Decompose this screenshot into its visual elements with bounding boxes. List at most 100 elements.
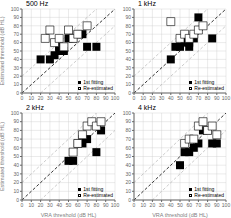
svg-text:VRA threshold (dB HL): VRA threshold (dB HL) bbox=[41, 212, 97, 218]
svg-text:40: 40 bbox=[168, 202, 174, 208]
svg-text:60: 60 bbox=[13, 39, 19, 45]
html-text:Re-estimated: Re-estimated bbox=[194, 85, 224, 91]
svg-text:10: 10 bbox=[140, 95, 146, 101]
svg-text:80: 80 bbox=[125, 23, 131, 29]
svg-text:30: 30 bbox=[125, 65, 131, 71]
svg-text:70: 70 bbox=[84, 95, 90, 101]
svg-text:20: 20 bbox=[38, 202, 44, 208]
html-text:1st fitting: 1st fitting bbox=[194, 79, 215, 85]
svg-text:10: 10 bbox=[29, 95, 35, 101]
svg-text:40: 40 bbox=[13, 56, 19, 62]
html-text:Re-estimated: Re-estimated bbox=[83, 85, 113, 91]
svg-text:50: 50 bbox=[177, 202, 183, 208]
svg-text:80: 80 bbox=[205, 202, 211, 208]
svg-text:80: 80 bbox=[125, 127, 131, 133]
svg-text:60: 60 bbox=[186, 95, 192, 101]
svg-text:100: 100 bbox=[11, 110, 20, 116]
svg-text:20: 20 bbox=[125, 179, 131, 185]
svg-text:10: 10 bbox=[125, 81, 131, 87]
svg-text:30: 30 bbox=[125, 171, 131, 177]
svg-text:100: 100 bbox=[123, 110, 132, 116]
svg-text:40: 40 bbox=[56, 95, 62, 101]
svg-text:100: 100 bbox=[111, 202, 120, 208]
svg-text:100: 100 bbox=[11, 6, 20, 12]
svg-text:70: 70 bbox=[196, 95, 202, 101]
svg-text:30: 30 bbox=[47, 202, 53, 208]
svg-text:40: 40 bbox=[125, 162, 131, 168]
svg-text:10: 10 bbox=[125, 188, 131, 194]
svg-text:90: 90 bbox=[214, 202, 220, 208]
svg-text:70: 70 bbox=[13, 31, 19, 37]
svg-text:80: 80 bbox=[94, 95, 100, 101]
svg-text:50: 50 bbox=[66, 202, 72, 208]
svg-text:60: 60 bbox=[75, 95, 81, 101]
svg-text:0: 0 bbox=[16, 90, 19, 96]
svg-text:0: 0 bbox=[133, 202, 136, 208]
svg-text:60: 60 bbox=[125, 145, 131, 151]
svg-text:Estimated threshold (dB HL): Estimated threshold (dB HL) bbox=[0, 122, 5, 191]
svg-text:40: 40 bbox=[125, 56, 131, 62]
html-text:1st fitting: 1st fitting bbox=[83, 79, 104, 85]
svg-text:20: 20 bbox=[125, 73, 131, 79]
svg-text:10: 10 bbox=[13, 188, 19, 194]
svg-text:20: 20 bbox=[13, 179, 19, 185]
svg-text:30: 30 bbox=[13, 65, 19, 71]
svg-text:90: 90 bbox=[13, 118, 19, 124]
svg-text:30: 30 bbox=[47, 95, 53, 101]
svg-text:80: 80 bbox=[94, 202, 100, 208]
svg-text:90: 90 bbox=[125, 118, 131, 124]
svg-text:40: 40 bbox=[56, 202, 62, 208]
svg-text:100: 100 bbox=[123, 6, 132, 12]
svg-text:60: 60 bbox=[75, 202, 81, 208]
svg-text:90: 90 bbox=[13, 14, 19, 20]
svg-text:90: 90 bbox=[125, 14, 131, 20]
svg-text:40: 40 bbox=[168, 95, 174, 101]
html-text:1 kHz: 1 kHz bbox=[138, 0, 156, 7]
html-text:4 kHz: 4 kHz bbox=[138, 104, 156, 111]
svg-text:50: 50 bbox=[13, 48, 19, 54]
svg-text:90: 90 bbox=[214, 95, 220, 101]
svg-text:80: 80 bbox=[205, 95, 211, 101]
svg-text:10: 10 bbox=[29, 202, 35, 208]
svg-text:70: 70 bbox=[196, 202, 202, 208]
html-text:500 Hz: 500 Hz bbox=[26, 0, 49, 7]
svg-text:70: 70 bbox=[84, 202, 90, 208]
svg-text:70: 70 bbox=[13, 136, 19, 142]
svg-text:80: 80 bbox=[13, 23, 19, 29]
svg-text:30: 30 bbox=[159, 202, 165, 208]
svg-text:60: 60 bbox=[186, 202, 192, 208]
svg-text:20: 20 bbox=[13, 73, 19, 79]
svg-text:0: 0 bbox=[21, 202, 24, 208]
svg-text:50: 50 bbox=[125, 48, 131, 54]
svg-text:0: 0 bbox=[128, 90, 131, 96]
svg-text:60: 60 bbox=[125, 39, 131, 45]
svg-text:60: 60 bbox=[13, 145, 19, 151]
svg-text:30: 30 bbox=[13, 171, 19, 177]
svg-text:20: 20 bbox=[38, 95, 44, 101]
svg-text:20: 20 bbox=[150, 95, 156, 101]
svg-text:10: 10 bbox=[140, 202, 146, 208]
html-text:2 kHz: 2 kHz bbox=[26, 104, 44, 111]
svg-text:70: 70 bbox=[125, 31, 131, 37]
svg-text:20: 20 bbox=[150, 202, 156, 208]
svg-text:50: 50 bbox=[177, 95, 183, 101]
svg-text:100: 100 bbox=[222, 95, 231, 101]
svg-text:40: 40 bbox=[13, 162, 19, 168]
svg-text:90: 90 bbox=[103, 95, 109, 101]
svg-text:10: 10 bbox=[13, 81, 19, 87]
svg-text:30: 30 bbox=[159, 95, 165, 101]
svg-text:0: 0 bbox=[16, 197, 19, 203]
svg-text:0: 0 bbox=[21, 95, 24, 101]
svg-text:70: 70 bbox=[125, 136, 131, 142]
svg-text:80: 80 bbox=[13, 127, 19, 133]
svg-text:VRA threshold (dB HL): VRA threshold (dB HL) bbox=[152, 212, 208, 218]
svg-text:50: 50 bbox=[13, 153, 19, 159]
svg-text:100: 100 bbox=[111, 95, 120, 101]
svg-text:90: 90 bbox=[103, 202, 109, 208]
svg-text:Estimated threshold (dB HL): Estimated threshold (dB HL) bbox=[0, 16, 5, 85]
svg-text:50: 50 bbox=[66, 95, 72, 101]
svg-text:0: 0 bbox=[133, 95, 136, 101]
svg-text:0: 0 bbox=[128, 197, 131, 203]
svg-text:100: 100 bbox=[222, 202, 231, 208]
svg-text:50: 50 bbox=[125, 153, 131, 159]
